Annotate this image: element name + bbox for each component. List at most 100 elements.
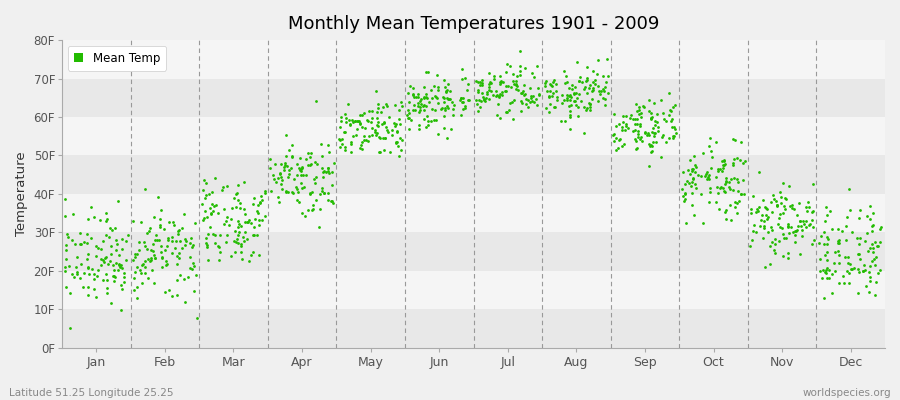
Point [806, 223, 821, 230]
Point [506, 71, 520, 77]
Point [768, 236, 782, 242]
Point [615, 142, 629, 149]
Point [141, 255, 156, 262]
Point [717, 162, 732, 168]
Point [111, 267, 125, 274]
Point [776, 210, 790, 216]
Point [308, 158, 322, 165]
Point [119, 238, 133, 244]
Point [482, 70, 496, 76]
Point [376, 120, 391, 126]
Point [858, 237, 872, 244]
Point [293, 168, 308, 175]
Point [153, 249, 167, 256]
Point [733, 198, 747, 204]
Point [781, 220, 796, 227]
Point [240, 219, 255, 225]
Point [514, 108, 528, 114]
Point [387, 120, 401, 126]
Point [159, 260, 174, 267]
Point [583, 101, 598, 107]
Point [320, 167, 335, 174]
Point [419, 91, 434, 97]
Point [76, 270, 91, 277]
Point [102, 233, 116, 240]
Point [250, 210, 265, 216]
Point [667, 124, 681, 130]
Point [580, 75, 594, 82]
Point [69, 254, 84, 260]
Point [147, 280, 161, 286]
Point [379, 100, 393, 107]
Point [539, 105, 554, 112]
Point [666, 135, 680, 142]
Point [609, 147, 624, 153]
Point [154, 264, 168, 270]
Point [446, 106, 460, 112]
Point [144, 247, 158, 254]
Point [776, 180, 790, 186]
Point [627, 127, 642, 134]
Point [863, 245, 878, 251]
Point [361, 118, 375, 124]
Point [598, 95, 612, 102]
Point [725, 187, 740, 193]
Point [105, 227, 120, 234]
Point [499, 109, 513, 115]
Point [201, 231, 215, 238]
Point [644, 116, 659, 122]
Point [301, 206, 315, 213]
Point [447, 102, 462, 109]
Point [199, 191, 213, 198]
Point [544, 100, 558, 107]
Point [99, 218, 113, 224]
Point [523, 85, 537, 91]
Point [698, 173, 712, 179]
Point [542, 109, 556, 115]
Point [420, 95, 435, 101]
Point [114, 246, 129, 252]
Point [786, 202, 800, 208]
Point [685, 168, 699, 174]
Point [832, 237, 846, 244]
Point [370, 109, 384, 115]
Point [657, 116, 671, 122]
Point [550, 94, 564, 100]
Point [572, 78, 586, 84]
Point [287, 176, 302, 182]
Point [295, 210, 310, 217]
Point [496, 79, 510, 85]
Point [100, 216, 114, 222]
Point [355, 124, 369, 130]
Point [637, 104, 652, 111]
Point [817, 241, 832, 247]
Point [851, 251, 866, 257]
Point [868, 239, 882, 246]
Point [402, 83, 417, 89]
Point [65, 271, 79, 278]
Point [419, 69, 434, 76]
Point [642, 108, 656, 114]
Point [371, 100, 385, 107]
Point [284, 165, 298, 171]
Point [789, 228, 804, 234]
Point [159, 258, 174, 264]
Point [389, 140, 403, 146]
Point [822, 275, 836, 282]
Point [350, 118, 365, 124]
Point [186, 262, 201, 269]
Point [296, 172, 310, 178]
Text: Latitude 51.25 Longitude 25.25: Latitude 51.25 Longitude 25.25 [9, 388, 174, 398]
Point [648, 122, 662, 128]
Point [266, 171, 280, 178]
Point [500, 61, 514, 67]
Point [796, 218, 811, 224]
Point [756, 235, 770, 242]
Point [607, 138, 621, 144]
Point [799, 208, 814, 214]
Point [860, 213, 874, 220]
Point [73, 230, 87, 236]
Point [832, 259, 846, 266]
Point [578, 84, 592, 90]
Point [411, 108, 426, 115]
